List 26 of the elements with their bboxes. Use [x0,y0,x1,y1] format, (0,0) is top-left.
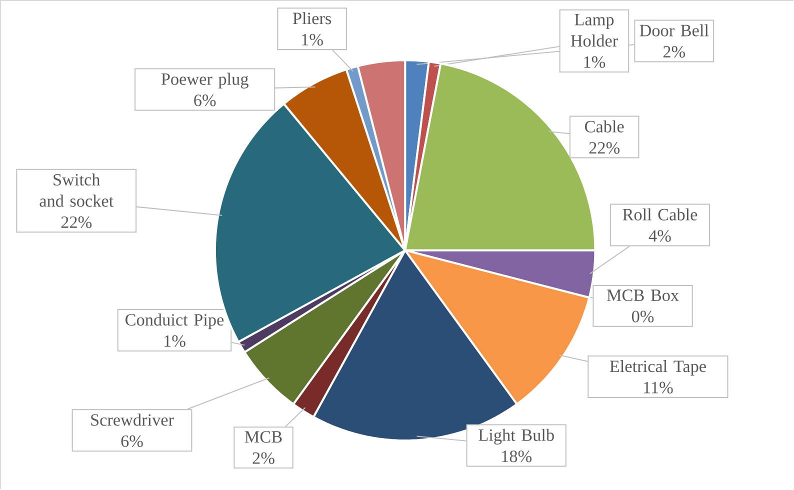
data-label: 6% [121,436,143,448]
slice-label: Switch and socket [40,174,114,208]
slice-label: Roll Cable [622,208,698,221]
legend-label: MCB Box [606,290,679,302]
slice-label: Lamp Holder [570,14,618,47]
data-label: 2% [252,452,274,464]
slice-label: Screwdriver [91,414,174,426]
slice-label: MCB [244,431,282,443]
data-label: 6% [194,94,216,106]
slice-label: Light Bulb [478,429,554,445]
data-label: 2% [663,46,686,58]
data-label: 22% [589,142,620,154]
data-label: 1% [164,336,186,348]
slice-label: Door Bell [640,24,709,37]
data-label: 1% [584,56,606,68]
slice-label: Eletrical Tape [610,360,706,376]
slice-label: Pliers [292,12,332,24]
data-label: 1% [302,34,323,46]
text: 0% [632,310,654,323]
slice-label: Poewer plug [161,73,248,89]
slice-label: Conduict Pipe [126,314,224,330]
slice-label: Cable [584,120,624,133]
data-label: 18% [502,450,532,462]
data-label: 22% [61,216,92,228]
data-label: 4% [648,230,671,242]
data-label: 11% [644,382,673,394]
